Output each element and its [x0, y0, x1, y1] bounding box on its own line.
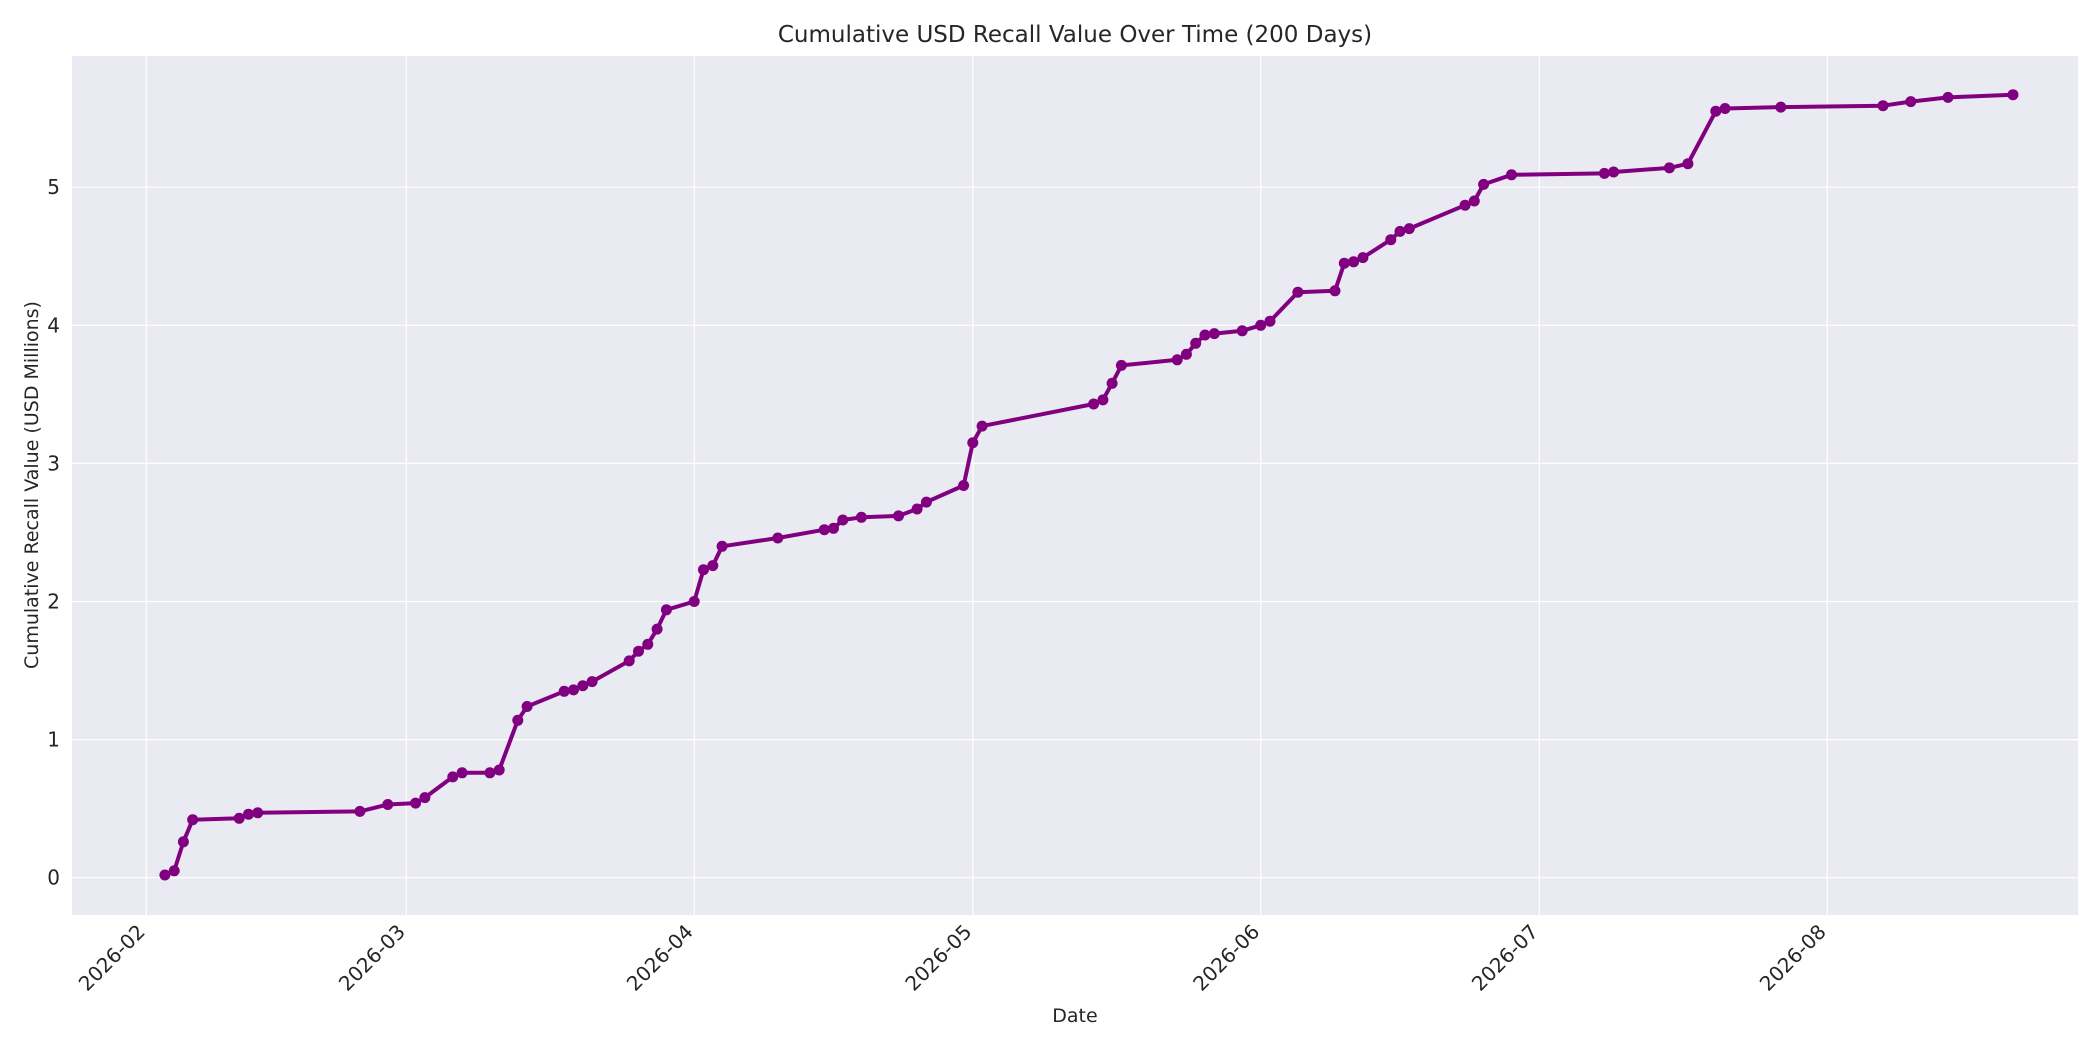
data-point [1877, 100, 1889, 112]
data-point [698, 564, 709, 576]
data-point [855, 511, 867, 523]
data-point [1171, 354, 1183, 366]
data-point [558, 685, 570, 697]
data-point [1255, 319, 1267, 331]
x-tick-label: 2026-02 [74, 920, 150, 996]
y-tick-label: 2 [47, 590, 60, 614]
y-tick-label: 5 [47, 175, 60, 199]
data-point [1682, 158, 1694, 170]
data-point [586, 676, 598, 688]
data-point [1180, 348, 1192, 360]
data-point [633, 645, 644, 657]
data-point [772, 532, 784, 544]
grid [72, 56, 2078, 915]
data-point [1394, 225, 1406, 237]
data-point [1468, 195, 1480, 207]
data-point [1329, 285, 1341, 297]
data-point [642, 638, 654, 650]
data-point [568, 684, 579, 696]
x-tick-label: 2026-04 [622, 920, 698, 996]
x-tick-label: 2026-05 [900, 920, 976, 996]
data-point [1719, 103, 1731, 114]
data-point [818, 524, 830, 536]
data-point [354, 805, 366, 817]
x-tick-label: 2026-07 [1467, 920, 1543, 996]
x-tick-label: 2026-06 [1188, 920, 1264, 996]
data-point [1357, 252, 1369, 264]
y-axis-ticks: 0 1 2 3 4 5 [47, 175, 60, 890]
data-point [1190, 337, 1202, 349]
data-point [233, 812, 245, 824]
data-point [484, 767, 496, 779]
x-axis-label: Date [1052, 1005, 1097, 1027]
series-line [164, 92, 2014, 877]
data-point [1106, 377, 1118, 389]
y-tick-label: 4 [47, 313, 60, 337]
data-point [1942, 91, 1954, 103]
data-point [1403, 223, 1415, 235]
data-point [1088, 398, 1100, 410]
data-point [1236, 325, 1248, 337]
data-point [1775, 101, 1787, 113]
y-tick-label: 1 [47, 728, 60, 752]
data-point [651, 623, 663, 635]
data-point [1478, 178, 1490, 190]
data-point [1608, 166, 1620, 178]
x-tick-label: 2026-08 [1755, 920, 1831, 996]
data-point [512, 714, 524, 726]
data-point [911, 503, 923, 515]
data-point [1385, 234, 1397, 246]
data-point [1459, 199, 1471, 211]
data-point [521, 701, 533, 712]
data-point [967, 437, 979, 449]
data-point [187, 814, 199, 826]
data-point [1905, 96, 1917, 108]
data-point [688, 596, 700, 607]
data-point [958, 480, 970, 491]
data-point [243, 808, 254, 820]
data-point [1097, 394, 1109, 406]
data-point [2007, 89, 2019, 101]
data-point [419, 792, 431, 804]
data-point [1264, 315, 1276, 327]
data-point [1710, 105, 1722, 117]
data-point [1208, 328, 1220, 340]
data-point [893, 510, 904, 522]
data-point [493, 764, 505, 776]
data-point [1663, 162, 1675, 174]
x-axis-ticks: 2026-02 2026-03 2026-04 2026-05 2026-06 2026-… [74, 920, 1831, 996]
data-point [159, 869, 171, 881]
data-point [1348, 256, 1360, 268]
data-point [707, 560, 719, 572]
y-tick-label: 0 [47, 866, 60, 890]
data-point [837, 514, 849, 526]
data-point [1292, 286, 1304, 298]
data-point [410, 797, 422, 809]
data-point [976, 420, 988, 432]
data-point [1199, 329, 1211, 341]
plot-area [72, 56, 2078, 915]
x-tick-label: 2026-03 [334, 920, 410, 996]
data-point [1598, 167, 1610, 179]
y-tick-label: 3 [47, 451, 60, 475]
data-point [1506, 169, 1517, 181]
chart-title: Cumulative USD Recall Value Over Time (2… [778, 22, 1372, 48]
data-point [660, 604, 672, 616]
data-point [382, 799, 394, 810]
data-point [447, 771, 459, 783]
data-point [1338, 257, 1350, 269]
data-point [920, 496, 932, 508]
data-point [1115, 359, 1127, 371]
data-point [623, 655, 635, 667]
data-series [159, 89, 2019, 881]
data-point [456, 767, 468, 779]
y-axis-label: Cumulative Recall Value (USD Millions) [21, 301, 43, 669]
data-point [828, 522, 839, 534]
data-point [168, 865, 180, 877]
data-point [177, 836, 189, 848]
data-point [577, 680, 589, 692]
data-point [716, 540, 728, 552]
data-point [252, 807, 264, 819]
